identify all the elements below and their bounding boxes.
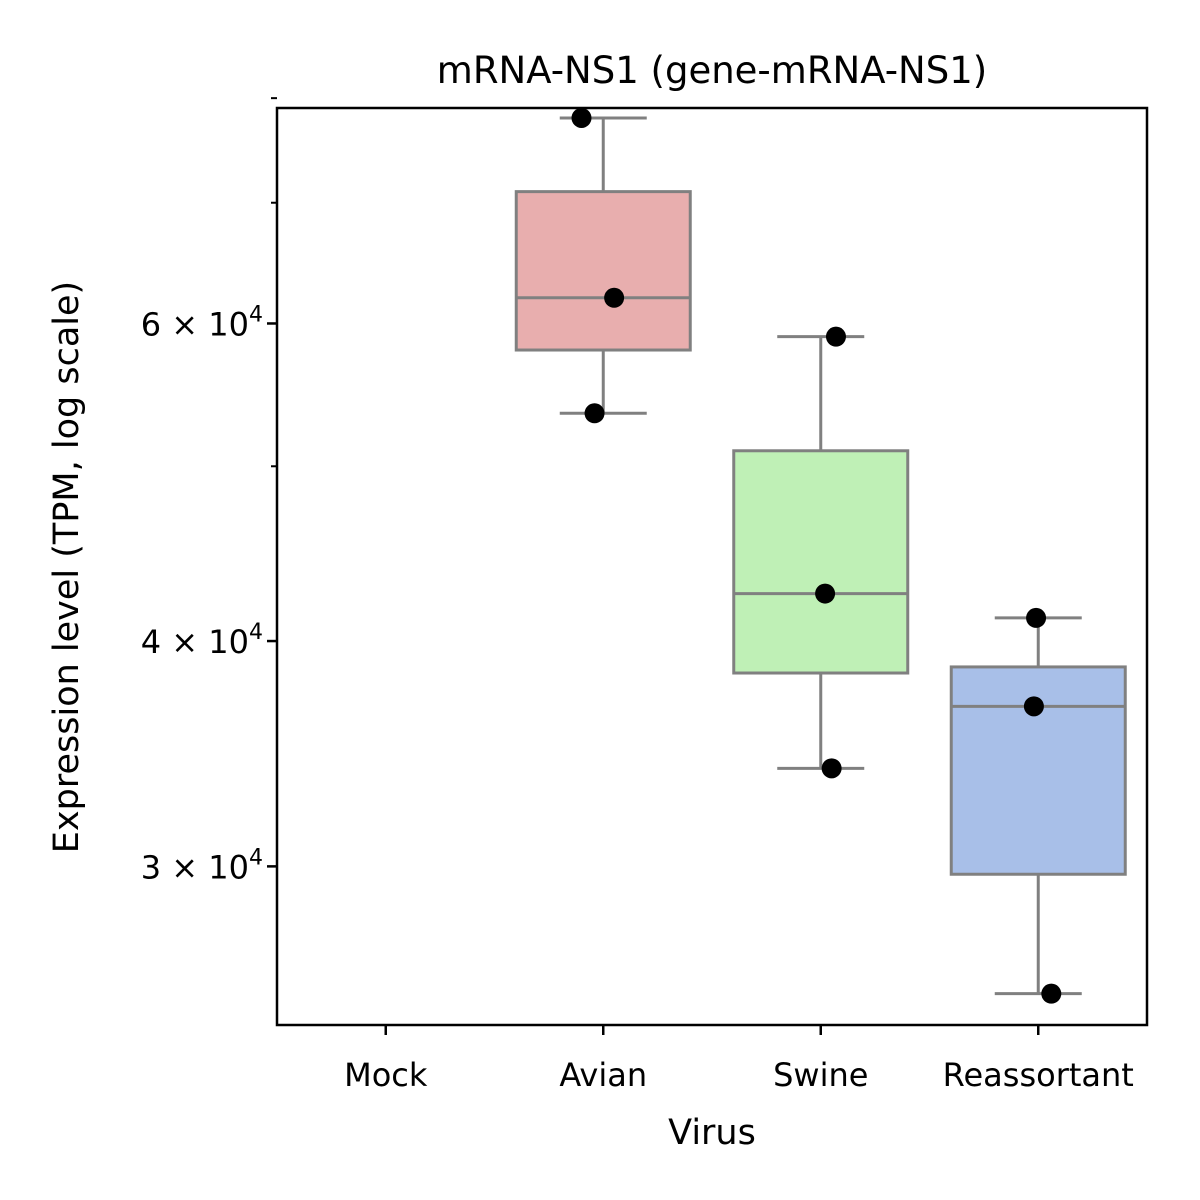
box-swine xyxy=(732,449,910,675)
data-point-avian-2 xyxy=(584,403,605,424)
data-point-reassortant-8 xyxy=(1041,983,1062,1004)
chart-title: mRNA-NS1 (gene-mRNA-NS1) xyxy=(437,49,987,92)
data-point-reassortant-7 xyxy=(1023,696,1044,717)
y-tick-label-30000: 3 × 104 xyxy=(141,845,263,886)
x-tick-label-mock: Mock xyxy=(344,1056,428,1094)
y-tick-label-40000: 4 × 104 xyxy=(141,620,263,661)
data-point-swine-3 xyxy=(825,326,846,347)
x-tick-label-swine: Swine xyxy=(773,1056,868,1094)
box-avian xyxy=(514,190,692,352)
x-axis-label: Virus xyxy=(668,1113,756,1153)
data-point-swine-5 xyxy=(821,758,842,779)
plot-frame xyxy=(275,106,1149,1027)
y-axis-label: Expression level (TPM, log scale) xyxy=(47,281,87,853)
data-point-avian-0 xyxy=(571,107,592,128)
data-point-swine-4 xyxy=(815,583,836,604)
data-point-reassortant-6 xyxy=(1026,607,1047,628)
plot-area: Mock Avian Swine Reassortant 3 × 104 4 × 104 6… xyxy=(141,97,1149,1094)
data-point-avian-1 xyxy=(604,287,625,308)
x-tick-label-avian: Avian xyxy=(559,1056,647,1094)
y-tick-label-60000: 6 × 104 xyxy=(141,302,263,343)
x-tick-label-reassortant: Reassortant xyxy=(943,1056,1134,1094)
